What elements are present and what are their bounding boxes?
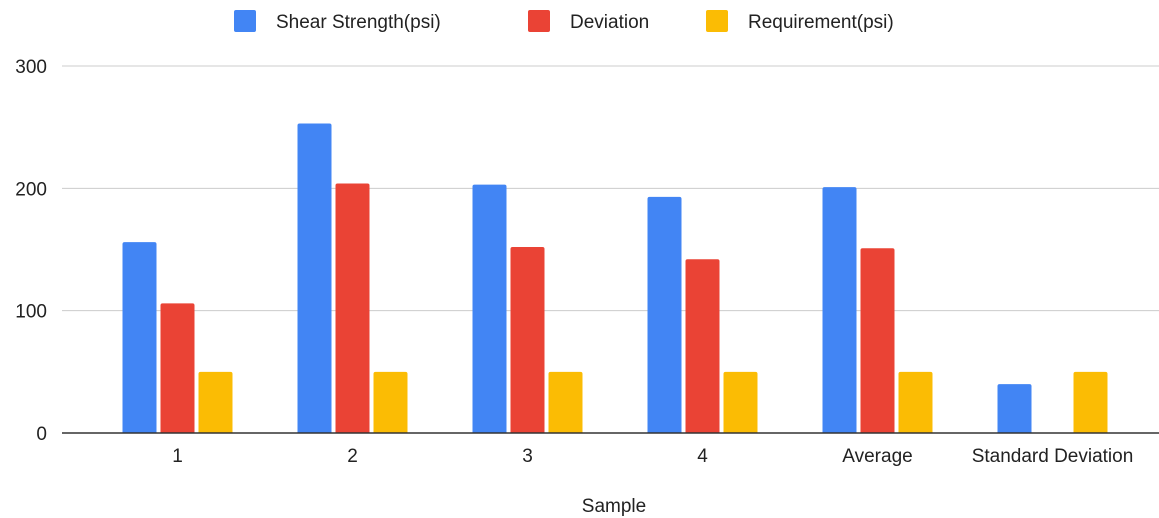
legend-swatch — [234, 10, 256, 32]
x-axis-ticks: 1 2 3 4 Average Standard Deviation — [172, 446, 1133, 467]
bar-shear-strength-psi-1[interactable] — [122, 242, 157, 433]
bar-deviation-2[interactable] — [335, 183, 370, 433]
x-tick-label: Average — [842, 446, 912, 467]
x-axis-title: Sample — [582, 496, 646, 517]
bar-shear-strength-psi-2[interactable] — [297, 123, 332, 433]
legend: Shear Strength(psi) Deviation Requirement(… — [234, 10, 894, 33]
bar-requirement-psi-average[interactable] — [898, 371, 933, 433]
legend-label: Requirement(psi) — [748, 12, 894, 33]
legend-item[interactable]: Requirement(psi) — [706, 10, 894, 33]
bar-shear-strength-psi-3[interactable] — [472, 184, 507, 433]
y-tick-label: 0 — [36, 424, 47, 445]
bar-requirement-psi-standard-deviation[interactable] — [1073, 371, 1108, 433]
gridlines — [62, 65, 1159, 312]
legend-label: Shear Strength(psi) — [276, 12, 441, 33]
y-tick-label: 100 — [15, 302, 47, 323]
bars — [122, 123, 1108, 433]
bar-requirement-psi-1[interactable] — [198, 371, 233, 433]
legend-item[interactable]: Shear Strength(psi) — [234, 10, 441, 33]
bar-deviation-1[interactable] — [160, 303, 195, 433]
bar-requirement-psi-4[interactable] — [723, 371, 758, 433]
legend-swatch — [528, 10, 550, 32]
bar-shear-strength-psi-standard-deviation[interactable] — [997, 384, 1032, 433]
bar-requirement-psi-2[interactable] — [373, 371, 408, 433]
bar-deviation-average[interactable] — [860, 248, 895, 433]
legend-label: Deviation — [570, 12, 649, 33]
legend-swatch — [706, 10, 728, 32]
y-axis-ticks: 0 100 200 300 — [15, 57, 47, 445]
y-tick-label: 300 — [15, 57, 47, 78]
bar-requirement-psi-3[interactable] — [548, 371, 583, 433]
x-tick-label: 2 — [347, 446, 358, 467]
bar-shear-strength-psi-4[interactable] — [647, 196, 682, 433]
x-tick-label: 3 — [522, 446, 533, 467]
bar-shear-strength-psi-average[interactable] — [822, 187, 857, 433]
bar-deviation-3[interactable] — [510, 247, 545, 433]
legend-item[interactable]: Deviation — [528, 10, 649, 33]
y-tick-label: 200 — [15, 179, 47, 200]
x-tick-label: 4 — [697, 446, 708, 467]
x-tick-label: 1 — [172, 446, 183, 467]
bar-deviation-4[interactable] — [685, 259, 720, 433]
x-tick-label: Standard Deviation — [972, 446, 1134, 467]
